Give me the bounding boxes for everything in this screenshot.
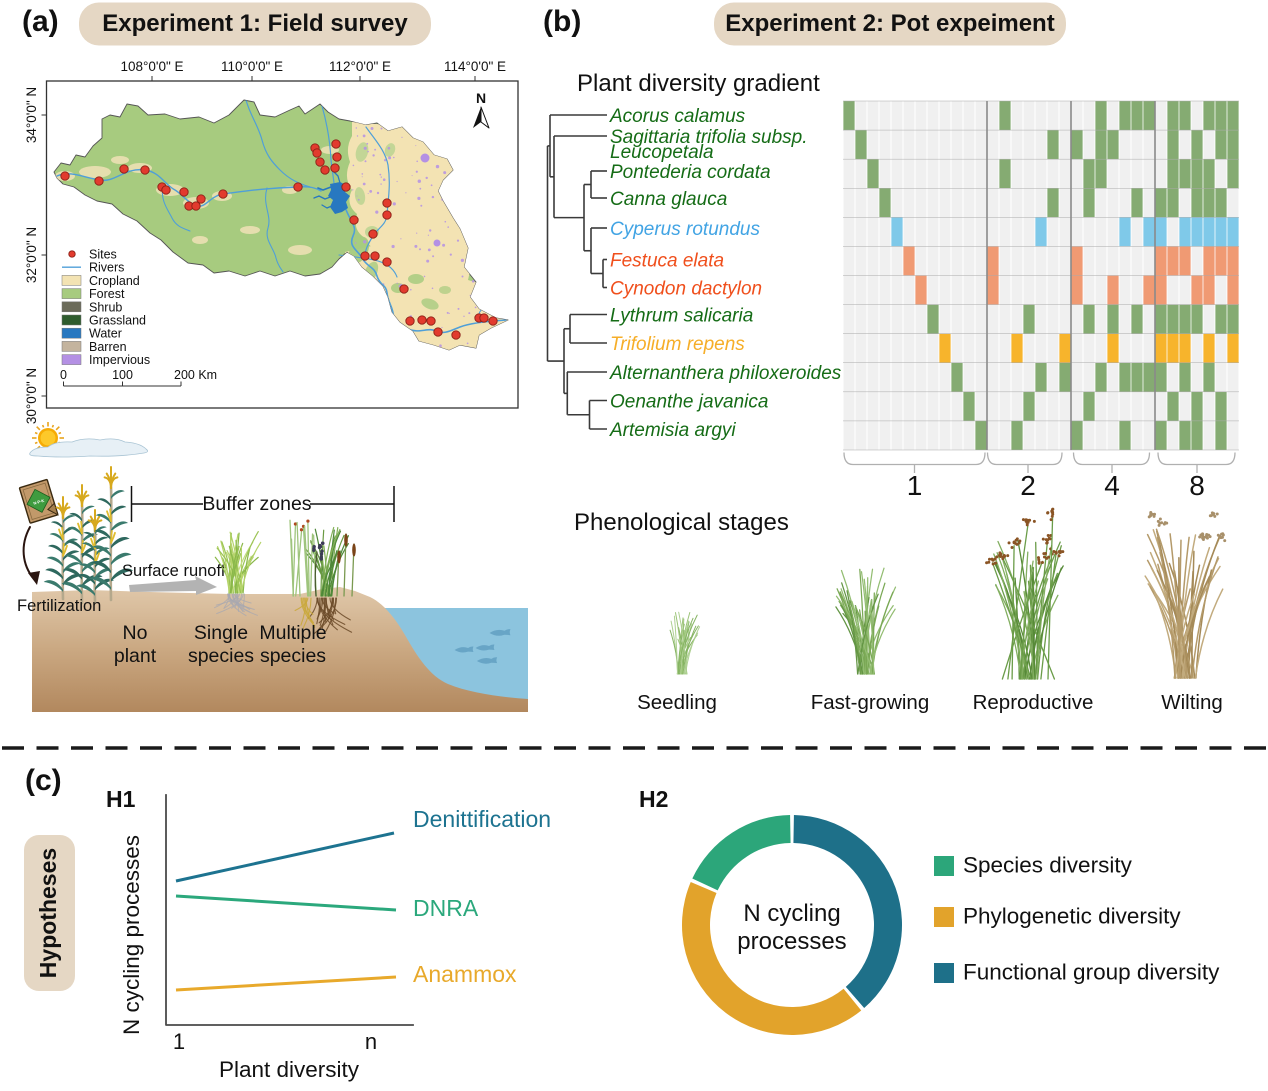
svg-text:Cropland: Cropland: [89, 274, 140, 288]
svg-text:Water: Water: [89, 327, 122, 341]
svg-text:Hypotheses: Hypotheses: [35, 848, 61, 978]
svg-text:Impervious: Impervious: [89, 353, 150, 367]
svg-text:Trifolium repens: Trifolium repens: [610, 334, 745, 355]
svg-text:114°0'0" E: 114°0'0" E: [444, 59, 506, 74]
svg-text:Canna glauca: Canna glauca: [610, 189, 727, 210]
svg-text:processes: processes: [737, 928, 846, 955]
svg-text:plant: plant: [114, 645, 157, 667]
svg-text:Denittification: Denittification: [413, 806, 551, 832]
svg-text:H1: H1: [106, 786, 136, 812]
svg-text:Phylogenetic diversity: Phylogenetic diversity: [963, 904, 1181, 929]
svg-text:110°0'0" E: 110°0'0" E: [221, 59, 283, 74]
svg-text:Fast-growing: Fast-growing: [811, 691, 930, 714]
svg-text:Reproductive: Reproductive: [973, 691, 1094, 714]
svg-text:Sites: Sites: [89, 248, 117, 262]
svg-text:Species diversity: Species diversity: [963, 853, 1133, 878]
svg-text:Multiple: Multiple: [259, 622, 326, 644]
svg-text:Lythrum salicaria: Lythrum salicaria: [610, 306, 753, 327]
svg-text:(b): (b): [543, 5, 581, 38]
svg-text:Barren: Barren: [89, 340, 127, 354]
svg-text:N cycling processes: N cycling processes: [119, 835, 144, 1035]
svg-text:N: N: [476, 90, 486, 106]
svg-text:Rivers: Rivers: [89, 261, 124, 275]
svg-text:112°0'0" E: 112°0'0" E: [329, 59, 391, 74]
svg-text:1: 1: [173, 1029, 185, 1054]
svg-text:Artemisia argyi: Artemisia argyi: [609, 420, 736, 441]
svg-text:Leucopetala: Leucopetala: [610, 142, 714, 163]
svg-text:Surface runoff: Surface runoff: [122, 562, 226, 580]
svg-text:Cyperus rotundus: Cyperus rotundus: [610, 219, 760, 240]
svg-text:Experiment 1: Field survey: Experiment 1: Field survey: [102, 10, 408, 37]
svg-text:N cycling: N cycling: [743, 900, 840, 927]
svg-text:108°0'0" E: 108°0'0" E: [120, 59, 183, 74]
svg-text:100: 100: [112, 368, 133, 382]
svg-text:1: 1: [907, 470, 923, 501]
svg-text:Pontederia cordata: Pontederia cordata: [610, 162, 771, 183]
svg-text:200 Km: 200 Km: [174, 368, 217, 382]
svg-text:30°0'0" N: 30°0'0" N: [24, 368, 39, 424]
svg-text:(c): (c): [25, 764, 62, 797]
svg-text:Cynodon dactylon: Cynodon dactylon: [610, 279, 762, 300]
svg-text:Shrub: Shrub: [89, 300, 122, 314]
svg-text:Oenanthe javanica: Oenanthe javanica: [610, 392, 768, 413]
svg-text:Alternanthera philoxeroides: Alternanthera philoxeroides: [609, 363, 842, 384]
svg-text:Seedling: Seedling: [637, 691, 717, 714]
svg-text:Festuca elata: Festuca elata: [610, 251, 724, 272]
svg-text:Plant diversity gradient: Plant diversity gradient: [577, 70, 820, 97]
svg-text:34°0'0" N: 34°0'0" N: [24, 87, 39, 143]
svg-text:2: 2: [1020, 470, 1036, 501]
svg-text:Wilting: Wilting: [1161, 691, 1223, 714]
svg-text:N-P-K: N-P-K: [33, 498, 45, 506]
svg-text:Single: Single: [194, 622, 248, 644]
svg-text:species: species: [260, 645, 326, 667]
svg-text:32°0'0" N: 32°0'0" N: [24, 227, 39, 283]
svg-text:n: n: [365, 1029, 377, 1054]
svg-text:Fertilization: Fertilization: [17, 597, 101, 615]
svg-text:Anammox: Anammox: [413, 961, 517, 987]
svg-text:Functional group diversity: Functional group diversity: [963, 960, 1220, 985]
svg-text:Sagittaria trifolia subsp.: Sagittaria trifolia subsp.: [610, 127, 808, 148]
svg-text:H2: H2: [639, 786, 668, 812]
svg-text:Phenological stages: Phenological stages: [574, 509, 789, 536]
svg-text:4: 4: [1104, 470, 1120, 501]
svg-text:No: No: [123, 622, 148, 644]
svg-text:Acorus calamus: Acorus calamus: [609, 106, 746, 127]
svg-text:(a): (a): [22, 5, 59, 38]
svg-text:0: 0: [60, 368, 67, 382]
svg-text:Grassland: Grassland: [89, 314, 146, 328]
svg-text:8: 8: [1189, 470, 1205, 501]
svg-text:Experiment 2: Pot expeiment: Experiment 2: Pot expeiment: [725, 10, 1054, 37]
svg-text:Buffer zones: Buffer zones: [202, 493, 311, 515]
svg-text:Plant diversity: Plant diversity: [219, 1057, 360, 1082]
svg-text:DNRA: DNRA: [413, 895, 479, 921]
svg-text:Forest: Forest: [89, 287, 125, 301]
svg-text:species: species: [188, 645, 254, 667]
